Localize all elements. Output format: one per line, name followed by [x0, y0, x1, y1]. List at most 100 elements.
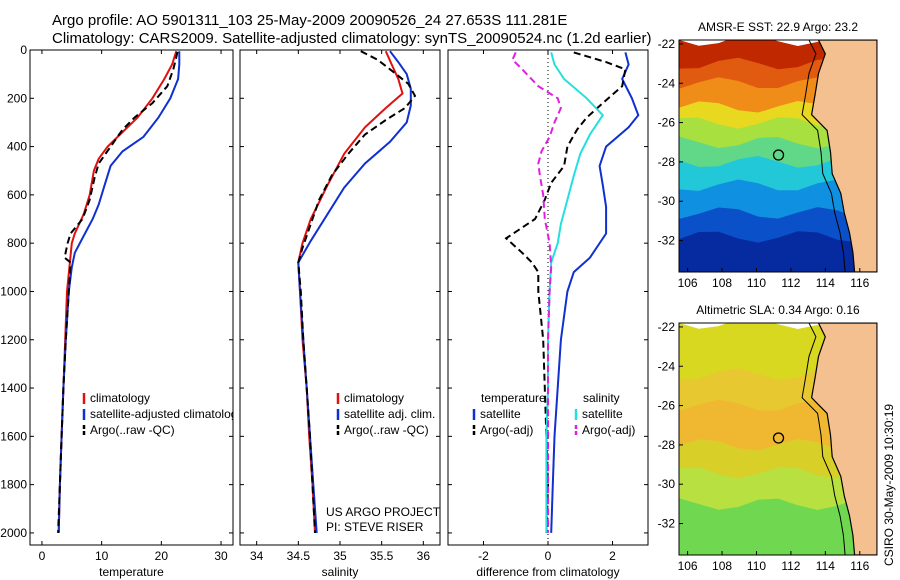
- y-tick-label: -28: [658, 438, 676, 452]
- plot-frame: [239, 49, 441, 546]
- x-tick-label: 112: [781, 559, 800, 573]
- figure-title-line1: Argo profile: AO 5901311_103 25-May-2009…: [52, 12, 568, 29]
- y-tick-label: 1800: [0, 478, 27, 492]
- series-line: [550, 52, 640, 533]
- figure-title-line2: Climatology: CARS2009. Satellite-adjuste…: [52, 30, 652, 47]
- y-tick-label: -32: [658, 517, 676, 531]
- x-tick-label: 116: [850, 559, 869, 573]
- y-tick-label: -22: [658, 320, 676, 334]
- legend-label: satellite-adjusted climatology: [90, 407, 243, 421]
- y-tick-label: 1400: [0, 381, 27, 395]
- annotation-text: PI: STEVE RISER: [326, 520, 424, 534]
- isobath-line: [801, 323, 846, 555]
- x-tick-label: 30: [214, 549, 228, 563]
- map-frame: [678, 322, 878, 556]
- salinity-panel: 34 34.5 35 35.5 36 salinity climatology satelli…: [239, 49, 441, 579]
- x-axis-label: temperature: [99, 565, 164, 579]
- difference-panel: -2 0 2 difference from climatology temperatu…: [447, 49, 649, 579]
- sla-map-panel: 106 108 110 112 114 116 -22 -24 -26 -28 -30 -32 Alti…: [658, 303, 878, 573]
- isobath-line: [801, 40, 846, 272]
- land-mass: [810, 40, 877, 272]
- legend-label: satellite: [480, 407, 521, 421]
- legend-label: Argo(..raw -QC): [344, 423, 429, 437]
- legend: climatology satellite-adjusted climatolog…: [82, 391, 243, 437]
- y-tick-label: 2000: [0, 526, 27, 540]
- series-line: [297, 50, 417, 533]
- plot-frame: [29, 49, 234, 546]
- y-tick-label: 1000: [0, 284, 27, 298]
- y-tick-label: -26: [658, 116, 676, 130]
- map-title: AMSR-E SST: 22.9 Argo: 23.2: [698, 20, 858, 34]
- legend-heading: salinity: [583, 391, 620, 405]
- side-timestamp: CSIRO 30-May-2009 10:30:19: [882, 404, 896, 566]
- y-tick-label: -30: [658, 194, 676, 208]
- x-tick-label: 20: [155, 549, 169, 563]
- sst-map-panel: 106 108 110 112 114 116 -22 -24 -26 -28 -30 -32 AMSR…: [658, 20, 878, 290]
- y-tick-label: -22: [658, 37, 676, 51]
- float-marker: [772, 432, 785, 444]
- legend-label: climatology: [90, 391, 150, 405]
- y-tick-label: 200: [7, 91, 27, 105]
- x-tick-label: 110: [747, 559, 766, 573]
- y-tick-label: -24: [658, 359, 676, 373]
- sst-band: [679, 466, 877, 510]
- x-tick-label: 114: [816, 276, 835, 290]
- y-tick-label: 1200: [0, 333, 27, 347]
- annotation-text: US ARGO PROJECT: [326, 505, 441, 519]
- x-tick-label: 106: [678, 559, 698, 573]
- x-tick-label: 116: [850, 276, 869, 290]
- series-line: [545, 52, 605, 533]
- sst-band: [679, 136, 877, 168]
- float-marker: [772, 149, 785, 161]
- x-tick-label: 34.5: [287, 549, 311, 563]
- sst-band: [679, 498, 877, 555]
- legend-label: Argo(..raw -QC): [90, 423, 175, 437]
- y-tick-label: 1600: [0, 429, 27, 443]
- x-tick-label: 35.5: [370, 549, 394, 563]
- x-tick-label: 35: [333, 549, 347, 563]
- temperature-panel: 0 200 400 600 800 1000 1200 1400 1600 1800 2000 0 10…: [0, 43, 243, 579]
- y-tick-label: 800: [7, 236, 27, 250]
- y-tick-label: -30: [658, 477, 676, 491]
- map-title: Altimetric SLA: 0.34 Argo: 0.16: [696, 303, 860, 317]
- legend-heading: temperature: [481, 391, 546, 405]
- x-tick-label: 114: [816, 559, 835, 573]
- sst-band: [679, 207, 877, 243]
- x-tick-label: 112: [781, 276, 800, 290]
- map-frame: [678, 39, 878, 273]
- sst-band: [679, 231, 877, 272]
- x-axis-label: difference from climatology: [476, 565, 619, 579]
- x-tick-label: 0: [545, 549, 552, 563]
- y-tick-label: -24: [658, 76, 676, 90]
- y-tick-label: 600: [7, 188, 27, 202]
- series-line: [504, 51, 627, 533]
- y-tick-label: -26: [658, 399, 676, 413]
- legend-label: Argo(-adj): [480, 423, 533, 437]
- legend-label: climatology: [344, 391, 404, 405]
- map-content: [679, 40, 877, 272]
- sst-band: [679, 116, 877, 149]
- series-line: [511, 51, 562, 533]
- x-tick-label: 36: [417, 549, 431, 563]
- map-content: [679, 323, 877, 555]
- x-axis-label: salinity: [322, 565, 359, 579]
- x-tick-label: 110: [747, 276, 766, 290]
- x-tick-label: -2: [478, 549, 489, 563]
- series-line: [57, 51, 179, 533]
- x-tick-label: 108: [712, 276, 732, 290]
- y-tick-label: -32: [658, 234, 676, 248]
- land-mass: [810, 323, 877, 555]
- x-tick-label: 10: [95, 549, 109, 563]
- y-tick-label: 0: [20, 43, 27, 57]
- legend-label: satellite: [582, 407, 623, 421]
- x-tick-label: 34: [250, 549, 264, 563]
- y-tick-label: -28: [658, 155, 676, 169]
- y-tick-label: 400: [7, 140, 27, 154]
- x-tick-label: 108: [712, 559, 732, 573]
- legend-label: satellite adj. clim.: [344, 407, 435, 421]
- legend-label: Argo(-adj): [582, 423, 635, 437]
- x-tick-label: 2: [609, 549, 616, 563]
- x-tick-label: 0: [39, 549, 46, 563]
- x-tick-label: 106: [678, 276, 698, 290]
